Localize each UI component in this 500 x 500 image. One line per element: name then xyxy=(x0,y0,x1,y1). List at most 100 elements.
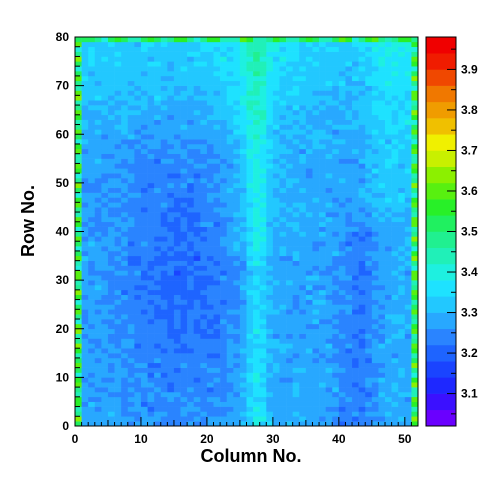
heatmap-cell xyxy=(319,255,326,261)
heatmap-cell xyxy=(411,362,419,368)
heatmap-cell xyxy=(233,396,241,402)
heatmap-cell xyxy=(385,46,392,52)
heatmap-cell xyxy=(279,387,287,393)
heatmap-cell xyxy=(352,314,359,320)
heatmap-cell xyxy=(358,173,366,179)
heatmap-cell xyxy=(404,71,412,77)
heatmap-cell xyxy=(94,231,102,237)
heatmap-cell xyxy=(299,323,307,330)
heatmap-cell xyxy=(121,260,129,266)
heatmap-cell xyxy=(299,168,307,174)
heatmap-cell xyxy=(167,75,175,82)
heatmap-cell xyxy=(371,41,379,48)
heatmap-cell xyxy=(180,391,188,398)
heatmap-cell xyxy=(371,139,379,145)
heatmap-cell xyxy=(272,75,280,82)
heatmap-cell xyxy=(114,382,122,388)
heatmap-cell xyxy=(272,124,280,130)
heatmap-cell xyxy=(266,260,274,266)
heatmap-cell xyxy=(180,382,188,388)
heatmap-cell xyxy=(140,382,148,388)
heatmap-cell xyxy=(279,109,287,116)
heatmap-cell xyxy=(134,284,142,291)
heatmap-cell xyxy=(239,348,247,354)
heatmap-cell xyxy=(167,46,175,52)
heatmap-cell xyxy=(233,255,241,261)
heatmap-cell xyxy=(338,153,346,159)
heatmap-cell xyxy=(246,148,254,154)
heatmap-cell xyxy=(94,387,102,393)
heatmap-cell xyxy=(365,260,373,266)
heatmap-cell xyxy=(200,289,208,296)
heatmap-cell xyxy=(279,314,287,320)
heatmap-cell xyxy=(319,411,326,417)
heatmap-cell xyxy=(404,75,412,82)
heatmap-cell xyxy=(299,100,307,106)
heatmap-cell xyxy=(114,187,122,193)
heatmap-cell xyxy=(220,284,228,291)
heatmap-cell xyxy=(332,207,340,213)
heatmap-cell xyxy=(404,192,412,198)
heatmap-cell xyxy=(147,265,155,271)
heatmap-cell xyxy=(338,221,346,227)
heatmap-cell xyxy=(305,236,313,242)
heatmap-cell xyxy=(319,46,326,52)
heatmap-cell xyxy=(352,168,359,174)
heatmap-cell xyxy=(121,401,129,407)
heatmap-cell xyxy=(365,41,373,48)
heatmap-cell xyxy=(319,314,326,320)
heatmap-cell xyxy=(88,95,96,101)
heatmap-cell xyxy=(180,416,188,422)
heatmap-cell xyxy=(292,416,300,422)
heatmap-cell xyxy=(371,178,379,184)
heatmap-cell xyxy=(206,114,214,120)
heatmap-cell xyxy=(239,241,247,247)
heatmap-cell xyxy=(200,309,208,315)
heatmap-cell xyxy=(107,236,115,242)
heatmap-cell xyxy=(220,319,228,325)
heatmap-cell xyxy=(180,51,188,57)
heatmap-cell xyxy=(239,391,247,398)
heatmap-cell xyxy=(391,168,399,174)
heatmap-cell xyxy=(101,61,109,67)
heatmap-cell xyxy=(147,309,155,315)
heatmap-cell xyxy=(398,75,406,82)
heatmap-cell xyxy=(233,139,241,145)
heatmap-cell xyxy=(187,75,195,82)
heatmap-cell xyxy=(220,105,228,111)
heatmap-cell xyxy=(114,255,122,261)
heatmap-cell xyxy=(266,401,274,407)
heatmap-cell xyxy=(193,421,201,427)
heatmap-cell xyxy=(338,396,346,402)
heatmap-cell xyxy=(121,143,129,150)
heatmap-cell xyxy=(233,114,241,120)
heatmap-cell xyxy=(325,158,333,164)
heatmap-cell xyxy=(220,178,228,184)
heatmap-cell xyxy=(206,212,214,218)
heatmap-cell xyxy=(391,387,399,393)
heatmap-cell xyxy=(299,294,307,300)
heatmap-cell xyxy=(200,231,208,237)
heatmap-cell xyxy=(127,338,135,344)
heatmap-cell xyxy=(299,202,307,208)
heatmap-cell xyxy=(253,338,260,344)
heatmap-cell xyxy=(253,202,260,208)
heatmap-cell xyxy=(220,289,228,296)
heatmap-cell xyxy=(127,187,135,193)
heatmap-cell xyxy=(338,212,346,218)
heatmap-cell xyxy=(411,95,419,101)
heatmap-cell xyxy=(338,95,346,101)
heatmap-cell xyxy=(187,387,195,393)
heatmap-cell xyxy=(213,178,221,184)
heatmap-cell xyxy=(352,226,359,232)
heatmap-cell xyxy=(332,187,340,193)
heatmap-cell xyxy=(101,163,109,169)
heatmap-cell xyxy=(299,333,307,339)
heatmap-cell xyxy=(286,158,293,164)
heatmap-cell xyxy=(173,367,181,373)
heatmap-cell xyxy=(193,348,201,354)
heatmap-cell xyxy=(332,401,340,407)
heatmap-cell xyxy=(81,391,89,398)
heatmap-cell xyxy=(213,236,221,242)
heatmap-cell xyxy=(226,246,234,252)
